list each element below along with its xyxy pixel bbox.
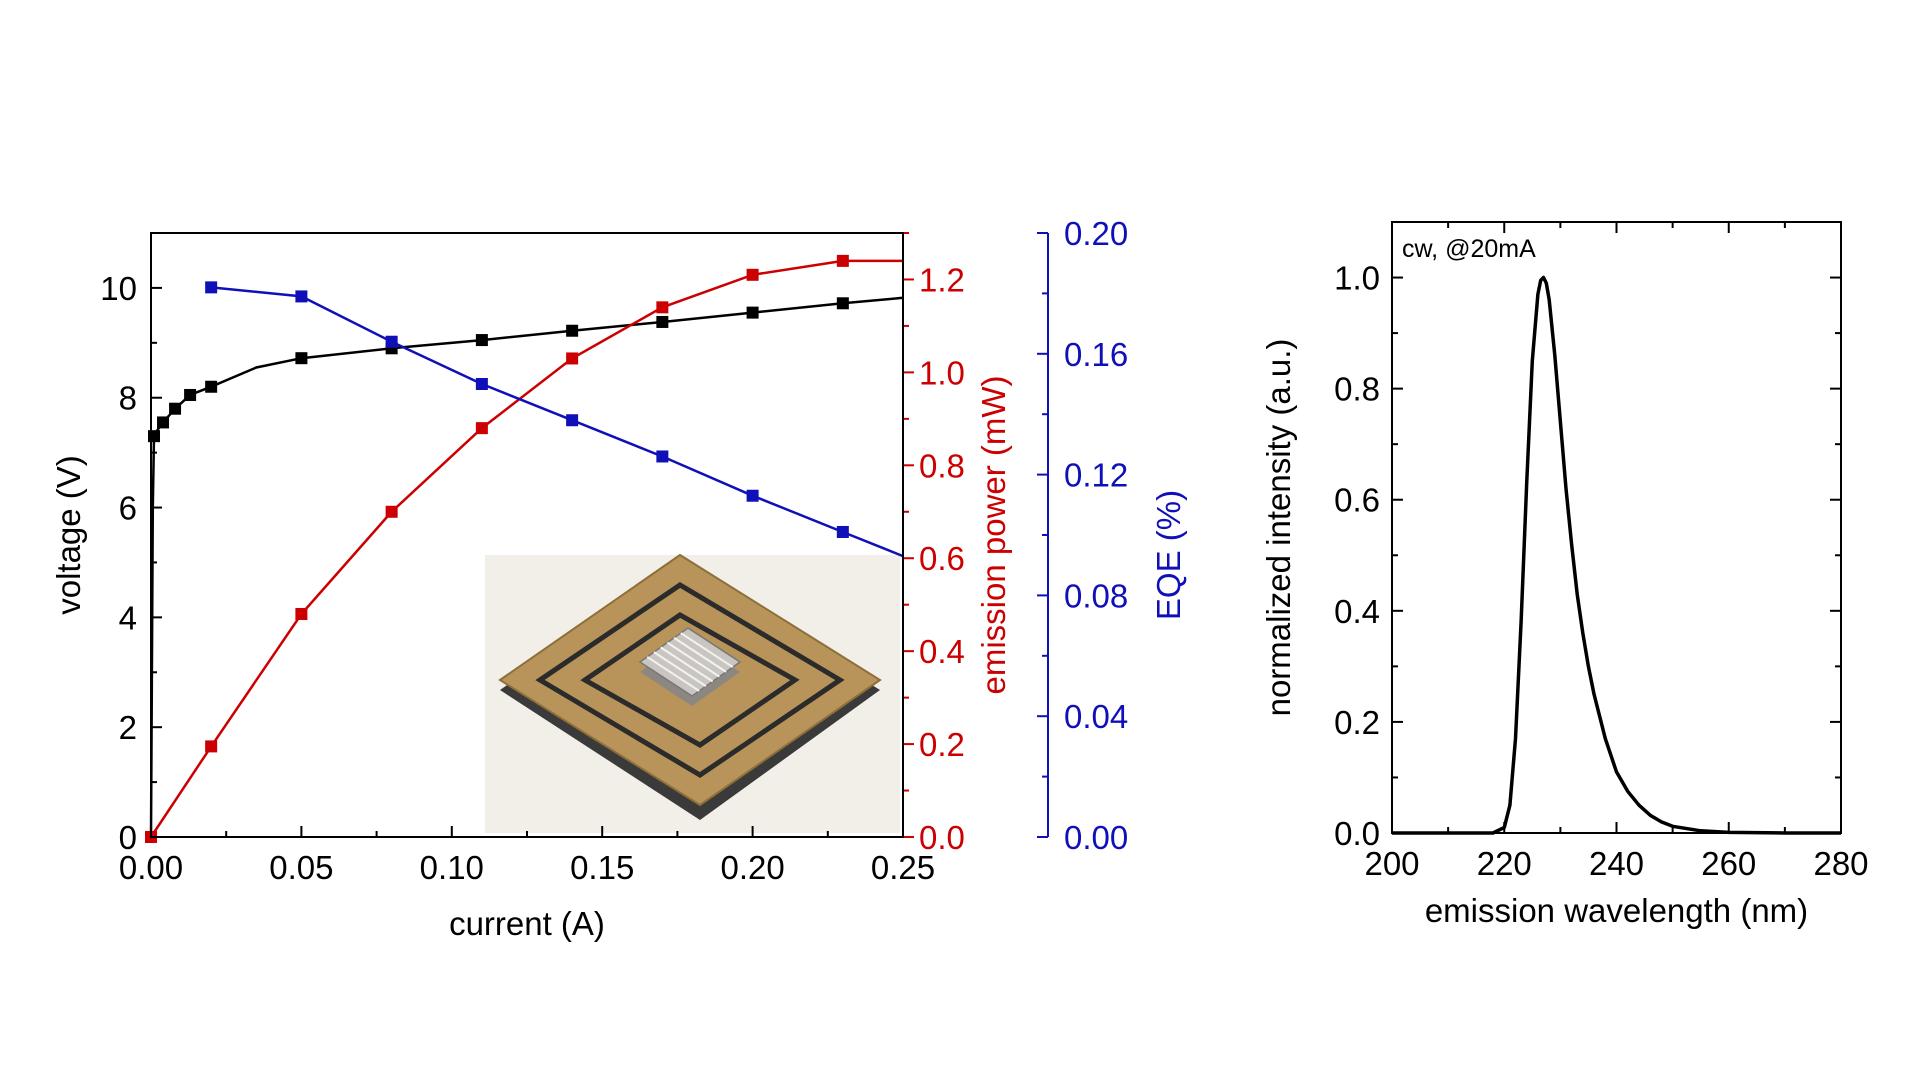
eqe-tick-label: 0.00 (1064, 819, 1128, 856)
wavelength-tick-label: 260 (1701, 845, 1756, 882)
power-marker (205, 740, 218, 753)
led-package-inset-photo (485, 553, 900, 833)
left-x-tick-labels: 0.00 0.05 0.10 0.15 0.20 0.25 (119, 849, 935, 886)
intensity-axis-title: normalized intensity (a.u.) (1260, 339, 1297, 717)
voltage-marker (746, 306, 759, 319)
power-marker (566, 352, 579, 365)
current-axis-title: current (A) (449, 905, 605, 942)
power-marker (385, 505, 398, 518)
wavelength-tick-label: 240 (1589, 845, 1644, 882)
wavelength-tick-label: 200 (1364, 845, 1419, 882)
intensity-tick-label: 0.0 (1334, 815, 1380, 852)
eqe-marker (295, 290, 308, 303)
current-tick-label: 0.20 (720, 849, 784, 886)
current-tick-label: 0.00 (119, 849, 183, 886)
power-tick-label: 0.6 (919, 540, 965, 577)
emission-spectrum-chart: 200 220 240 260 280 0.0 0.2 0.4 0.6 0.8 1.0 emiss… (1260, 221, 1869, 929)
power-marker (656, 301, 669, 314)
power-tick-label: 0.0 (919, 819, 965, 856)
power-tick-label: 0.4 (919, 633, 965, 670)
eqe-series-line (211, 286, 904, 558)
voltage-tick-labels: 0 2 4 6 8 10 (100, 270, 137, 856)
voltage-tick-label: 4 (119, 599, 137, 636)
voltage-tick-label: 10 (100, 270, 137, 307)
chip-finger (646, 656, 700, 692)
board-trace-outer (535, 582, 845, 778)
left-series-group (145, 254, 904, 843)
eqe-marker (475, 378, 488, 390)
power-series-line (149, 259, 903, 838)
power-marker (836, 254, 849, 267)
chip-finger (666, 641, 720, 678)
intensity-tick-label: 0.6 (1334, 482, 1380, 519)
power-tick-label: 1.0 (919, 354, 965, 391)
wavelength-tick-labels: 200 220 240 260 280 (1364, 845, 1868, 882)
power-marker (746, 268, 759, 281)
eqe-marker (385, 335, 398, 348)
wavelength-tick-label: 280 (1813, 845, 1868, 882)
power-tick-label: 0.8 (919, 447, 965, 484)
chip-finger (680, 632, 734, 668)
left-plot-frame (150, 232, 904, 838)
voltage-marker (295, 352, 308, 365)
power-marker (475, 422, 488, 435)
intensity-tick-label: 0.4 (1334, 593, 1380, 630)
eqe-marker (205, 281, 218, 294)
eqe-axis-title: EQE (%) (1150, 490, 1187, 620)
current-tick-label: 0.25 (871, 849, 935, 886)
wavelength-axis-title: emission wavelength (nm) (1425, 892, 1808, 929)
eqe-tick-label: 0.16 (1064, 336, 1128, 373)
intensity-tick-labels: 0.0 0.2 0.4 0.6 0.8 1.0 (1334, 260, 1380, 852)
voltage-tick-label: 0 (119, 819, 137, 856)
voltage-tick-label: 6 (119, 490, 137, 527)
current-tick-label: 0.10 (420, 849, 484, 886)
eqe-tick-label: 0.08 (1064, 577, 1128, 614)
chip-finger (653, 651, 707, 687)
voltage-axis-title: voltage (V) (50, 455, 87, 615)
right-ticks (1391, 221, 1842, 834)
eqe-tick-label: 0.12 (1064, 457, 1128, 494)
voltage-marker (836, 297, 849, 310)
eqe-tick-labels: 0.00 0.04 0.08 0.12 0.16 0.20 (1064, 215, 1128, 856)
intensity-tick-label: 0.8 (1334, 371, 1380, 408)
power-tick-label: 1.2 (919, 261, 965, 298)
voltage-marker (656, 315, 669, 328)
voltage-marker (169, 402, 182, 415)
eqe-marker (746, 489, 759, 502)
right-plot-frame (1391, 221, 1842, 834)
power-tick-labels: 0.0 0.2 0.4 0.6 0.8 1.0 1.2 (919, 261, 965, 856)
spectrum-line (1392, 275, 1841, 835)
chip-finger (673, 637, 727, 673)
chip-top (638, 627, 742, 697)
eqe-tick-label: 0.04 (1064, 698, 1128, 735)
voltage-marker (566, 324, 579, 337)
chip-finger (660, 646, 714, 683)
voltage-tick-label: 2 (119, 709, 137, 746)
voltage-marker (157, 416, 170, 429)
voltage-marker (184, 388, 197, 401)
voltage-series-line (149, 296, 904, 838)
power-tick-label: 0.2 (919, 726, 965, 763)
intensity-tick-label: 1.0 (1334, 260, 1380, 297)
eqe-marker (836, 525, 849, 538)
power-marker (295, 607, 308, 620)
board-trace-inner (580, 612, 800, 748)
current-tick-label: 0.05 (269, 849, 333, 886)
measurement-condition-annotation: cw, @20mA (1402, 235, 1536, 263)
eqe-marker (566, 414, 579, 427)
eqe-tick-label: 0.20 (1064, 215, 1128, 252)
wavelength-tick-label: 220 (1477, 845, 1532, 882)
voltage-marker (148, 430, 161, 443)
current-tick-label: 0.15 (570, 849, 634, 886)
voltage-tick-label: 8 (119, 380, 137, 417)
voltage-marker (475, 334, 488, 347)
voltage-marker (205, 380, 218, 393)
intensity-tick-label: 0.2 (1334, 704, 1380, 741)
power-axis-title: emission power (mW) (975, 375, 1012, 694)
eqe-marker (656, 450, 669, 463)
